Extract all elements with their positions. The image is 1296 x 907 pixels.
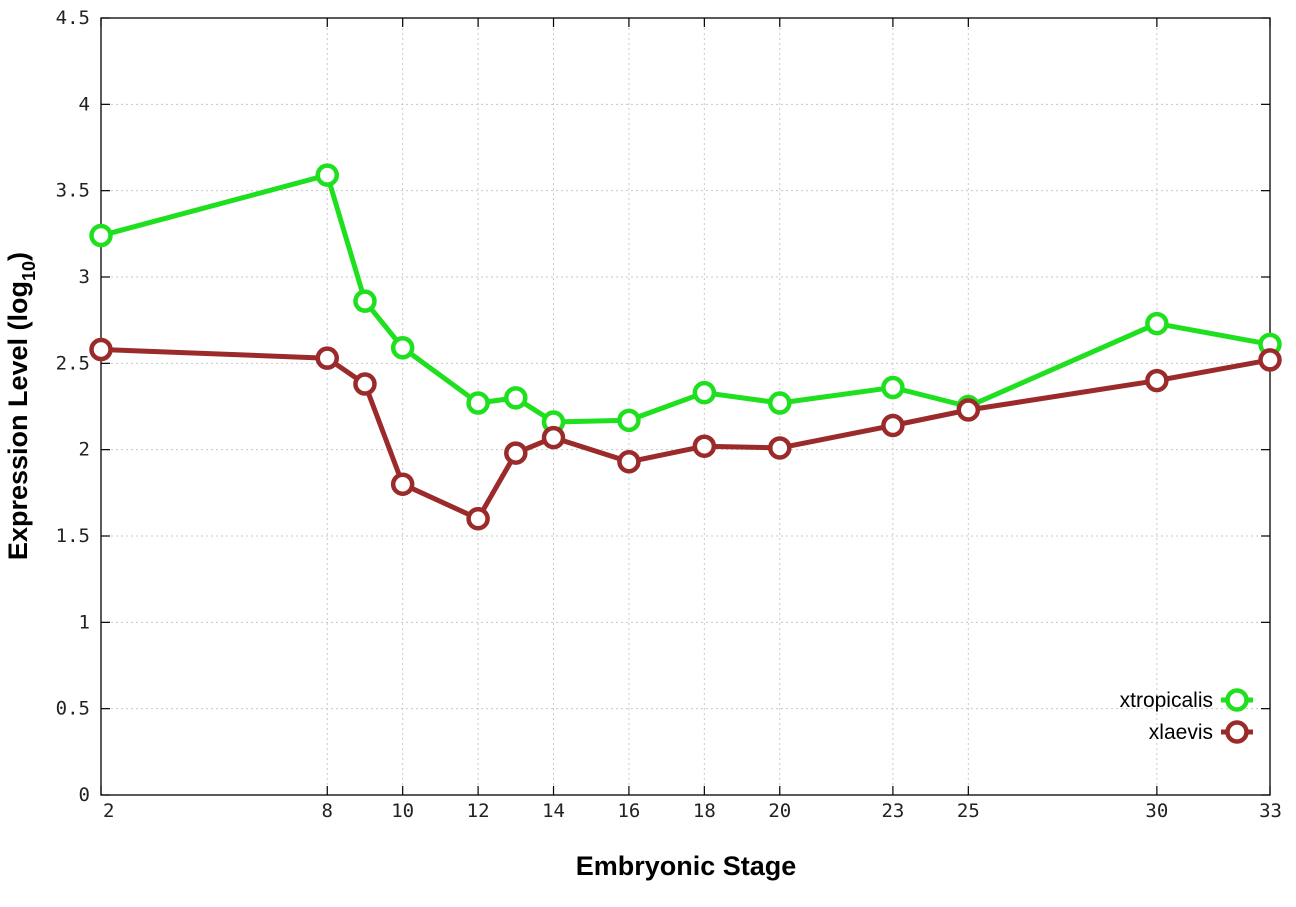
x-tick-label: 18 xyxy=(693,800,716,822)
data-point-xtropicalis xyxy=(390,336,415,360)
legend-swatch-marker xyxy=(1225,720,1249,744)
legend-label-xlaevis: xlaevis xyxy=(1149,721,1213,744)
x-tick-label: 14 xyxy=(542,800,565,822)
y-tick-label: 0.5 xyxy=(56,698,90,720)
y-axis-title-sub: 10 xyxy=(19,261,39,281)
y-tick-label: 3.5 xyxy=(56,180,90,202)
plot-frame xyxy=(100,17,1271,796)
legend-swatch-marker xyxy=(1225,688,1249,712)
data-point-xtropicalis xyxy=(768,391,792,415)
y-tick-label: 1 xyxy=(79,611,90,633)
x-tick-label: 23 xyxy=(881,800,904,822)
x-tick-label: 30 xyxy=(1145,800,1168,822)
y-tick-label: 1.5 xyxy=(56,525,90,547)
y-tick-label: 4 xyxy=(79,93,90,115)
data-point-xlaevis xyxy=(390,472,415,496)
y-axis-title-close: ) xyxy=(3,252,33,261)
x-tick-label: 33 xyxy=(1259,800,1282,822)
y-axis-title: Expression Level (log10) xyxy=(3,252,39,560)
x-axis-title: Embryonic Stage xyxy=(576,851,797,881)
data-point-xlaevis xyxy=(1258,348,1282,372)
data-point-xlaevis xyxy=(315,346,340,370)
x-tick-label: 20 xyxy=(768,800,791,822)
data-point-xtropicalis xyxy=(89,223,113,248)
data-point-xlaevis xyxy=(692,434,717,458)
data-point-xtropicalis xyxy=(692,380,717,405)
data-point-xlaevis xyxy=(617,450,641,474)
data-point-xtropicalis xyxy=(617,408,641,433)
y-tick-label: 0 xyxy=(79,784,90,806)
x-tick-label: 10 xyxy=(391,800,414,822)
legend-item-xlaevis: xlaevis xyxy=(1149,720,1253,744)
data-point-xtropicalis xyxy=(315,163,340,187)
x-tick-label: 25 xyxy=(957,800,980,822)
x-tick-label: 16 xyxy=(617,800,640,822)
legend: xtropicalis xlaevis xyxy=(1120,688,1253,744)
series-layer xyxy=(89,163,1282,531)
x-tick-label: 2 xyxy=(103,800,114,822)
y-tick-label: 4.5 xyxy=(56,7,90,29)
data-point-xlaevis xyxy=(504,441,528,465)
series-xtropicalis xyxy=(89,163,1282,434)
x-axis: 2 8 10 12 14 16 18 20 23 25 30 33 xyxy=(100,18,1282,822)
series-line-xtropicalis xyxy=(100,172,1271,425)
data-point-xlaevis xyxy=(541,425,566,450)
series-xlaevis xyxy=(89,337,1282,531)
data-point-xlaevis xyxy=(768,436,792,460)
y-axis: 0 0.5 1 1.5 2 2.5 3 3.5 4 4.5 xyxy=(56,7,1270,806)
legend-item-xtropicalis: xtropicalis xyxy=(1120,688,1253,712)
y-tick-label: 3 xyxy=(79,266,90,288)
grid xyxy=(101,18,1270,795)
data-point-xlaevis xyxy=(466,506,490,531)
data-point-xlaevis xyxy=(353,372,377,396)
data-point-xlaevis xyxy=(1145,368,1169,393)
x-tick-label: 8 xyxy=(322,800,333,822)
data-point-xtropicalis xyxy=(881,375,905,400)
data-point-xtropicalis xyxy=(353,289,377,313)
data-point-xlaevis xyxy=(956,398,981,422)
data-point-xtropicalis xyxy=(466,391,490,415)
legend-label-xtropicalis: xtropicalis xyxy=(1120,689,1213,712)
y-tick-label: 2 xyxy=(79,439,90,461)
series-line-xlaevis xyxy=(100,347,1271,522)
data-point-xtropicalis xyxy=(1145,311,1169,336)
data-point-xtropicalis xyxy=(504,386,528,410)
data-point-xlaevis xyxy=(881,413,905,438)
x-tick-label: 12 xyxy=(467,800,490,822)
data-point-xlaevis xyxy=(89,337,113,362)
y-axis-title-main: Expression Level (log xyxy=(3,281,33,560)
y-tick-label: 2.5 xyxy=(56,352,90,374)
